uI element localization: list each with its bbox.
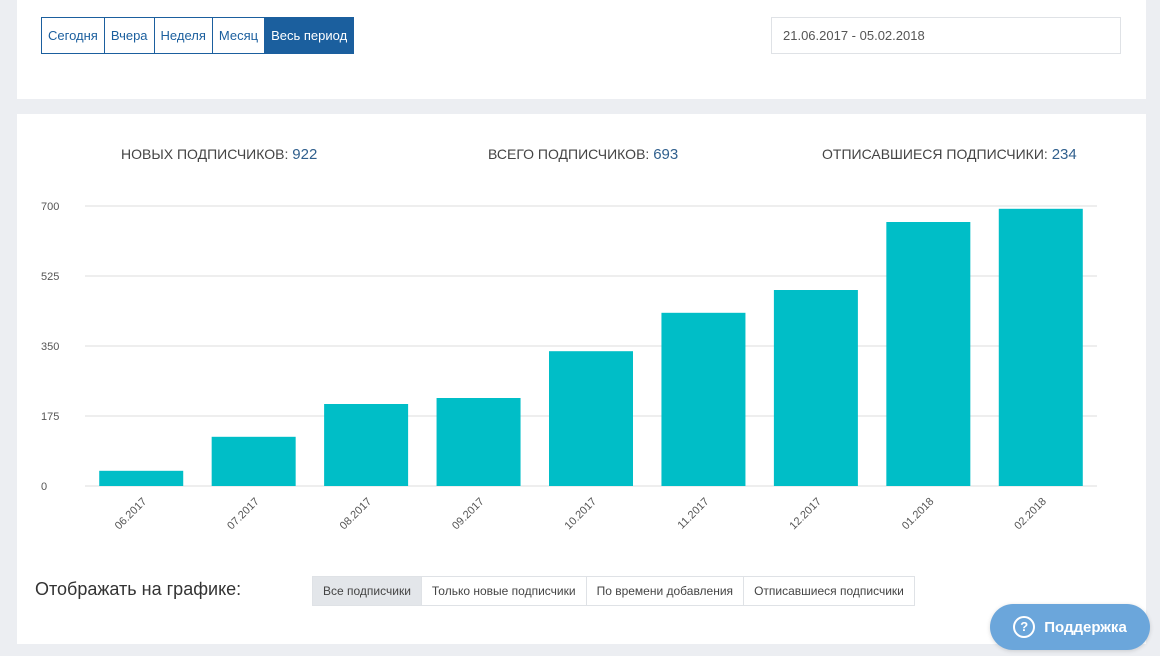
- period-panel: Сегодня Вчера Неделя Месяц Весь период 2…: [17, 0, 1146, 99]
- y-tick-label: 175: [41, 411, 59, 423]
- stat-new-subscribers: НОВЫХ ПОДПИСЧИКОВ: 922: [121, 146, 317, 163]
- stat-unsubscribed: ОТПИСАВШИЕСЯ ПОДПИСЧИКИ: 234: [822, 146, 1077, 163]
- filter-new-subscribers-button[interactable]: Только новые подписчики: [420, 576, 587, 606]
- x-tick-label: 06.2017: [113, 496, 150, 533]
- y-tick-label: 700: [41, 201, 59, 213]
- bar-02.2018: [998, 208, 1083, 487]
- period-selector: Сегодня Вчера Неделя Месяц Весь период: [41, 17, 355, 54]
- bar-06.2017: [99, 470, 184, 486]
- period-month-button[interactable]: Месяц: [211, 17, 266, 54]
- support-label: Поддержка: [1044, 618, 1127, 636]
- stat-total-label: ВСЕГО ПОДПИСЧИКОВ:: [488, 146, 650, 162]
- x-tick-label: 08.2017: [338, 496, 375, 533]
- stat-total-subscribers: ВСЕГО ПОДПИСЧИКОВ: 693: [488, 146, 678, 163]
- x-tick-label: 10.2017: [563, 496, 600, 533]
- stat-unsub-label: ОТПИСАВШИЕСЯ ПОДПИСЧИКИ:: [822, 146, 1048, 162]
- x-tick-label: 02.2018: [1012, 496, 1049, 533]
- filter-by-time-added-button[interactable]: По времени добавления: [585, 576, 745, 606]
- stat-unsub-value: 234: [1051, 146, 1077, 163]
- question-circle-icon: ?: [1013, 616, 1036, 638]
- bar-08.2017: [324, 404, 409, 486]
- period-all-button[interactable]: Весь период: [264, 17, 355, 54]
- x-tick-label: 11.2017: [676, 496, 712, 532]
- y-tick-label: 0: [41, 481, 47, 493]
- chart-panel: НОВЫХ ПОДПИСЧИКОВ: 922 ВСЕГО ПОДПИСЧИКОВ…: [17, 114, 1146, 644]
- x-tick-label: 07.2017: [225, 496, 262, 533]
- display-filter-group: Все подписчики Только новые подписчики П…: [312, 576, 915, 606]
- bar-09.2017: [436, 398, 521, 486]
- bar-01.2018: [886, 222, 971, 486]
- display-label: Отображать на графике:: [35, 579, 242, 599]
- bar-07.2017: [211, 436, 296, 486]
- date-range-input[interactable]: 21.06.2017 - 05.02.2018: [771, 17, 1121, 54]
- period-today-button[interactable]: Сегодня: [41, 17, 105, 54]
- stat-new-label: НОВЫХ ПОДПИСЧИКОВ:: [121, 146, 289, 162]
- y-tick-label: 525: [41, 271, 59, 283]
- support-button[interactable]: ? Поддержка: [990, 604, 1150, 650]
- x-tick-label: 01.2018: [900, 496, 937, 533]
- bar-10.2017: [549, 351, 633, 486]
- subscribers-bar-chart: 0 175 350 525 700 06.2017 07.2017 08.2017 09.201…: [41, 201, 1097, 533]
- period-yesterday-button[interactable]: Вчера: [103, 17, 155, 54]
- filter-all-subscribers-button[interactable]: Все подписчики: [312, 576, 422, 606]
- x-tick-label: 09.2017: [450, 496, 487, 533]
- stat-new-value: 922: [292, 146, 318, 163]
- bar-11.2017: [661, 312, 746, 486]
- filter-unsubscribed-button[interactable]: Отписавшиеся подписчики: [743, 576, 915, 606]
- stat-total-value: 693: [653, 146, 679, 163]
- y-tick-label: 350: [41, 341, 59, 353]
- x-tick-label: 12.2017: [787, 496, 824, 533]
- bar-12.2017: [773, 290, 858, 486]
- period-week-button[interactable]: Неделя: [153, 17, 213, 54]
